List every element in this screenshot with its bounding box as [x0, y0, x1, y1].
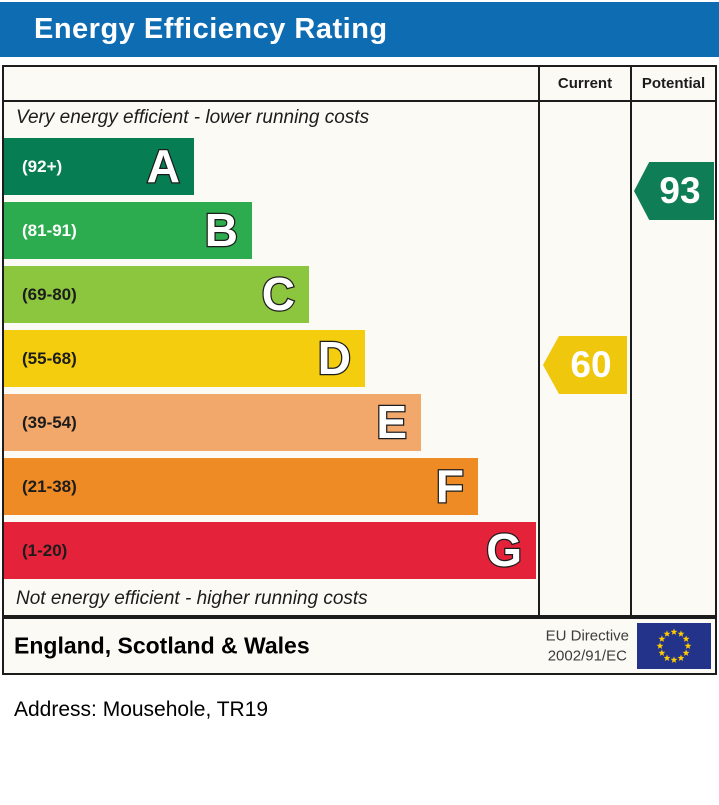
band-letter: E — [375, 395, 408, 450]
potential-column-header: Potential — [641, 75, 706, 92]
eu-directive-label: EU Directive 2002/91/EC — [546, 627, 629, 666]
band-letter: F — [435, 459, 466, 514]
band-row-b: (81-91) B — [4, 202, 252, 259]
potential-column-divider — [630, 67, 632, 615]
band-range-label: (55-68) — [22, 348, 77, 368]
band-range-label: (1-20) — [22, 540, 68, 560]
current-rating-value: 60 — [570, 344, 612, 385]
band-row-f: (21-38) F — [4, 458, 478, 515]
band-row-e: (39-54) E — [4, 394, 421, 451]
chart-title: Energy Efficiency Rating — [34, 13, 388, 45]
eu-directive-line2: 2002/91/EC — [547, 647, 627, 664]
band-row-a: (92+) A — [4, 138, 194, 195]
band-letter: D — [317, 331, 353, 386]
band-range-label: (69-80) — [22, 284, 77, 304]
eu-flag-icon — [637, 623, 711, 669]
region-label: England, Scotland & Wales — [14, 632, 310, 659]
band-range-label: (92+) — [22, 156, 63, 176]
bottom-note: Not energy efficient - higher running co… — [16, 588, 368, 609]
current-column-divider — [538, 67, 540, 615]
band-letter: A — [146, 139, 182, 194]
eu-directive-line1: EU Directive — [545, 627, 629, 645]
band-row-c: (69-80) C — [4, 266, 309, 323]
band-letter: C — [261, 267, 297, 322]
potential-rating-pointer: 93 — [634, 162, 714, 220]
energy-rating-table: Current Potential Very energy efficient … — [2, 65, 717, 617]
rating-bands: (92+) A (81-91) B (69-80) C (55-68) D (3… — [4, 138, 536, 586]
current-column-header: Current — [557, 75, 613, 92]
band-letter: G — [485, 523, 523, 578]
band-range-label: (81-91) — [22, 220, 77, 240]
band-row-d: (55-68) D — [4, 330, 365, 387]
address-line: Address: Mousehole, TR19 — [14, 698, 269, 721]
band-letter: B — [204, 203, 240, 258]
chart-title-bar: Energy Efficiency Rating — [0, 2, 719, 57]
potential-rating-value: 93 — [659, 170, 701, 211]
footer-strip: England, Scotland & Wales EU Directive 2… — [2, 617, 717, 675]
band-row-g: (1-20) G — [4, 522, 536, 579]
band-range-label: (39-54) — [22, 412, 77, 432]
band-range-label: (21-38) — [22, 476, 77, 496]
current-rating-pointer: 60 — [543, 336, 627, 394]
header-row-divider — [4, 100, 715, 102]
top-note: Very energy efficient - lower running co… — [16, 107, 370, 128]
